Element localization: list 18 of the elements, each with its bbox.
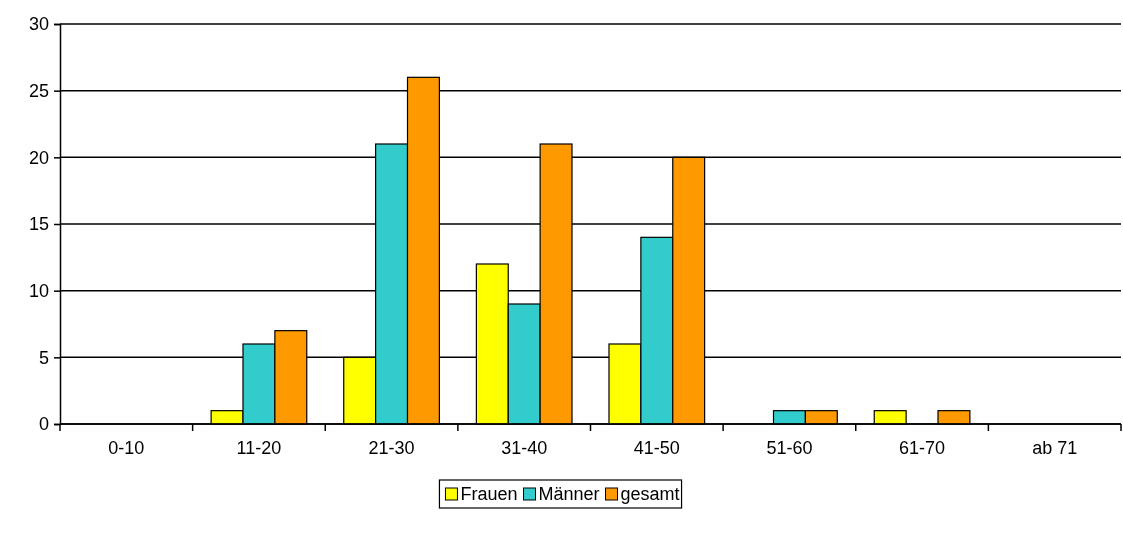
legend-label: gesamt [620, 484, 680, 504]
y-tick-label: 0 [38, 414, 49, 435]
y-tick-label: 20 [28, 147, 49, 168]
legend-label: Männer [538, 484, 600, 504]
x-tick-label: 0-10 [108, 438, 145, 458]
y-tick-label: 25 [28, 80, 49, 101]
x-tick-label: 31-40 [501, 438, 548, 458]
y-tick-label: 15 [28, 214, 49, 235]
x-tick-label: 11-20 [236, 438, 282, 458]
x-tick-label: 41-50 [633, 438, 680, 458]
x-tick-label: 61-70 [899, 438, 946, 458]
legend-label: Frauen [460, 484, 518, 504]
x-tick-label: 21-30 [368, 438, 415, 458]
y-tick-label: 30 [28, 14, 49, 35]
x-tick-label: ab 71 [1032, 438, 1078, 458]
y-tick-label: 5 [38, 347, 49, 368]
x-tick-label: 51-60 [766, 438, 813, 458]
y-tick-label: 10 [28, 280, 49, 301]
